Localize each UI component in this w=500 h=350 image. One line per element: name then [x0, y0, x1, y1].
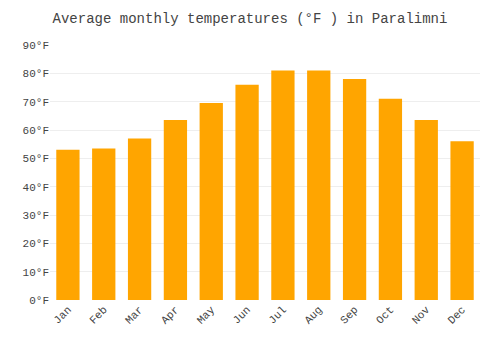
svg-text:90°F: 90°F — [23, 40, 49, 52]
svg-text:50°F: 50°F — [23, 153, 49, 165]
svg-text:0°F: 0°F — [29, 295, 49, 307]
svg-text:30°F: 30°F — [23, 210, 49, 222]
svg-text:May: May — [195, 304, 218, 327]
svg-text:80°F: 80°F — [23, 68, 49, 80]
svg-text:10°F: 10°F — [23, 267, 49, 279]
svg-text:70°F: 70°F — [23, 97, 49, 109]
svg-text:Aug: Aug — [302, 304, 324, 326]
svg-text:Jun: Jun — [231, 304, 253, 326]
svg-text:Nov: Nov — [410, 304, 433, 327]
svg-text:Apr: Apr — [159, 304, 181, 326]
svg-text:60°F: 60°F — [23, 125, 49, 137]
svg-text:Feb: Feb — [87, 304, 109, 326]
svg-text:Jul: Jul — [266, 304, 288, 326]
svg-text:Jan: Jan — [51, 304, 73, 326]
svg-text:20°F: 20°F — [23, 238, 49, 250]
svg-text:40°F: 40°F — [23, 182, 49, 194]
svg-text:Mar: Mar — [123, 304, 145, 326]
svg-text:Dec: Dec — [446, 304, 468, 326]
svg-text:Oct: Oct — [374, 304, 396, 326]
svg-text:Sep: Sep — [338, 304, 360, 326]
svg-text:Average monthly temperatures (: Average monthly temperatures (°F ) in Pa… — [53, 11, 448, 27]
